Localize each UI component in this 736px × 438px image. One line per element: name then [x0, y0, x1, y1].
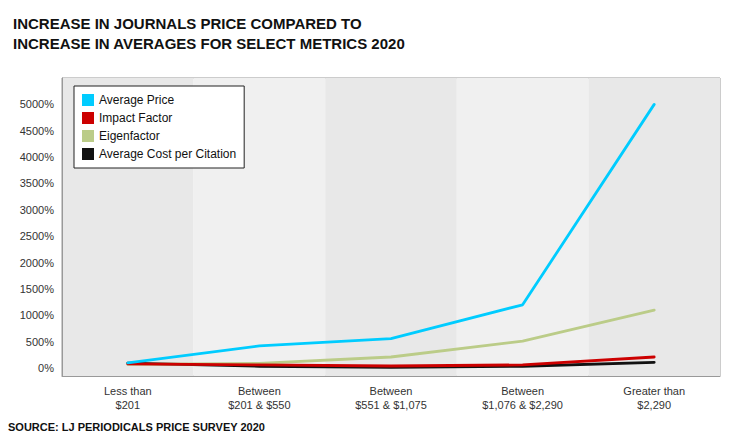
svg-text:$2,290: $2,290 [637, 399, 671, 411]
svg-text:Impact Factor: Impact Factor [99, 111, 172, 125]
svg-text:2500%: 2500% [20, 230, 54, 242]
svg-text:INCREASE IN AVERAGES FOR SELEC: INCREASE IN AVERAGES FOR SELECT METRICS … [13, 35, 405, 52]
svg-text:0%: 0% [38, 362, 54, 374]
svg-text:SOURCE: LJ PERIODICALS PRICE S: SOURCE: LJ PERIODICALS PRICE SURVEY 2020 [8, 421, 265, 433]
svg-text:4000%: 4000% [20, 151, 54, 163]
svg-text:2000%: 2000% [20, 257, 54, 269]
svg-text:Eigenfactor: Eigenfactor [99, 129, 160, 143]
svg-text:Greater than: Greater than [623, 385, 685, 397]
svg-text:3000%: 3000% [20, 204, 54, 216]
svg-text:$551 & $1,075: $551 & $1,075 [355, 399, 427, 411]
svg-text:$201 & $550: $201 & $550 [228, 399, 290, 411]
svg-text:Less than: Less than [104, 385, 152, 397]
svg-text:Average Cost per Citation: Average Cost per Citation [99, 147, 236, 161]
svg-text:500%: 500% [26, 336, 54, 348]
svg-text:$1,076 & $2,290: $1,076 & $2,290 [482, 399, 563, 411]
svg-text:INCREASE IN JOURNALS PRICE COM: INCREASE IN JOURNALS PRICE COMPARED TO [13, 15, 362, 32]
svg-text:1500%: 1500% [20, 283, 54, 295]
svg-text:1000%: 1000% [20, 309, 54, 321]
svg-text:Average Price: Average Price [99, 93, 174, 107]
svg-text:4500%: 4500% [20, 125, 54, 137]
svg-text:3500%: 3500% [20, 177, 54, 189]
svg-text:Between: Between [370, 385, 413, 397]
svg-text:Between: Between [501, 385, 544, 397]
svg-text:5000%: 5000% [20, 98, 54, 110]
svg-text:Between: Between [238, 385, 281, 397]
svg-text:$201: $201 [116, 399, 140, 411]
